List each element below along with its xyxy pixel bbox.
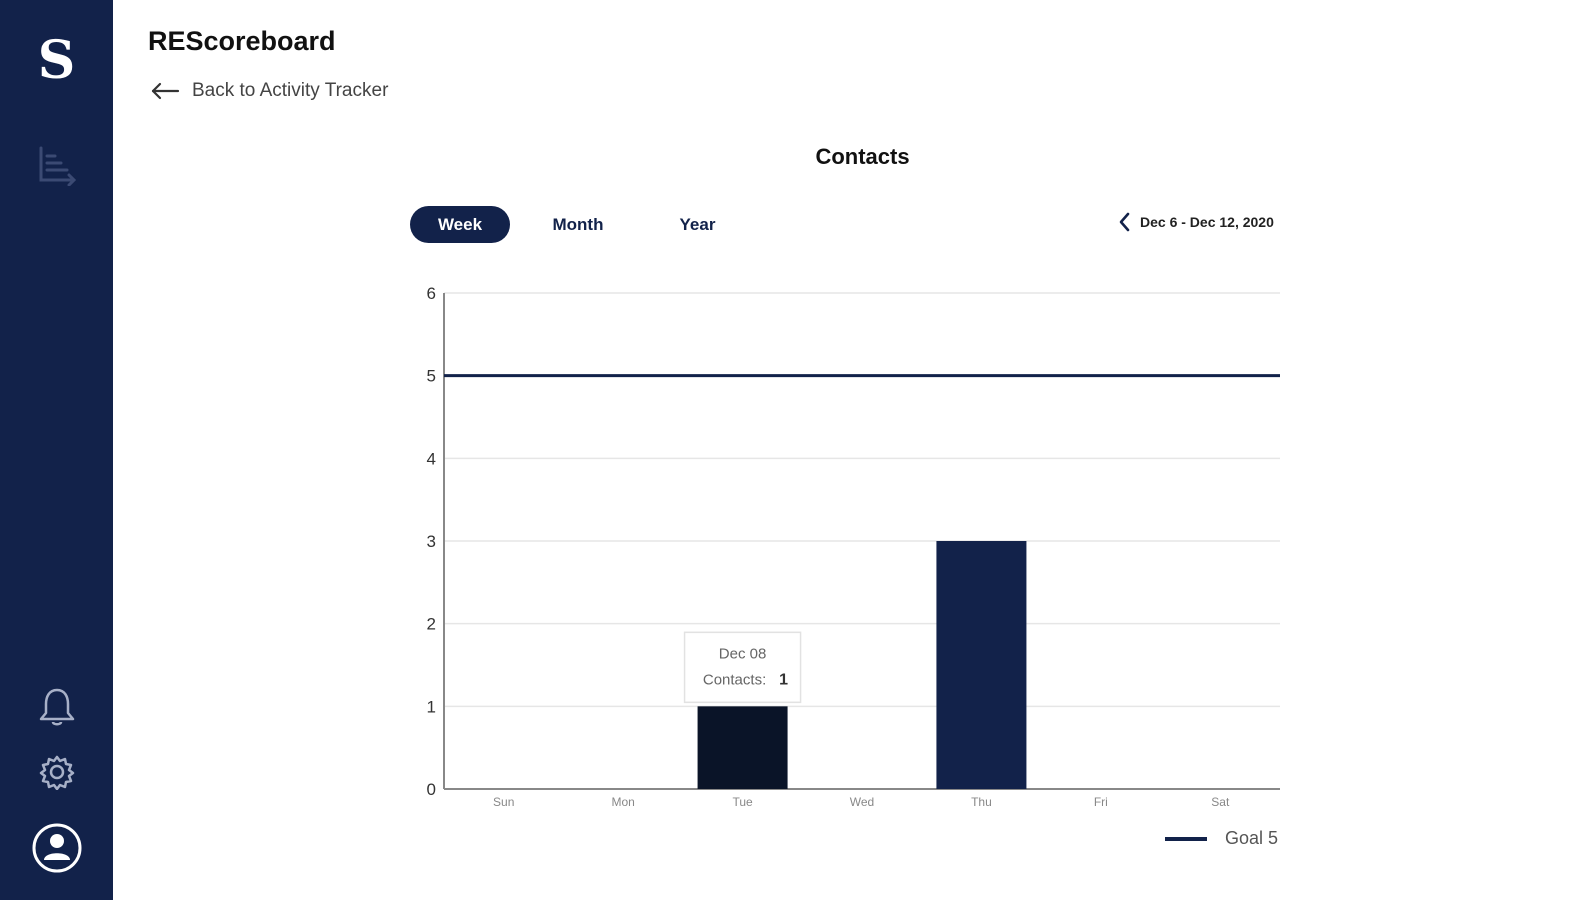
previous-week-button[interactable]	[1118, 212, 1130, 232]
tab-month[interactable]: Month	[552, 215, 604, 234]
tooltip-label: Contacts:	[703, 671, 766, 688]
y-tick-label: 6	[427, 284, 436, 303]
gear-icon	[39, 755, 74, 790]
y-tick-label: 0	[427, 780, 436, 799]
y-tick-label: 2	[427, 615, 436, 634]
tooltip-box	[683, 631, 802, 704]
chart-icon	[39, 146, 76, 186]
tooltip-value: 1	[779, 671, 788, 688]
y-tick-label: 1	[427, 697, 436, 716]
chevron-left-icon	[1119, 212, 1130, 232]
sidebar: S	[0, 0, 113, 900]
user-avatar-icon	[32, 823, 81, 873]
x-tick-label: Tue	[732, 795, 753, 809]
date-range-nav: Dec 6 - Dec 12, 2020	[1118, 212, 1274, 232]
tab-year[interactable]: Year	[679, 215, 716, 234]
tooltip-date: Dec 08	[719, 645, 767, 662]
bar-thu	[936, 541, 1027, 789]
legend-goal-swatch	[1165, 836, 1207, 841]
nav-chart-icon[interactable]	[0, 146, 113, 186]
x-tick-label: Thu	[971, 795, 992, 809]
x-tick-label: Sat	[1211, 795, 1230, 809]
chart-title: Contacts	[815, 144, 910, 169]
app-title: REScoreboard	[148, 26, 336, 56]
x-tick-label: Fri	[1094, 795, 1108, 809]
y-tick-label: 3	[427, 532, 436, 551]
chart-legend: Goal 5	[1165, 828, 1278, 849]
x-tick-label: Sun	[493, 795, 514, 809]
date-range-label: Dec 6 - Dec 12, 2020	[1140, 214, 1274, 230]
bar-tue	[697, 706, 788, 789]
arrow-left-icon	[151, 82, 180, 100]
y-tick-label: 4	[427, 449, 436, 468]
profile-button[interactable]	[0, 822, 113, 874]
tab-week[interactable]: Week	[410, 206, 510, 243]
app-logo[interactable]: S	[37, 30, 76, 91]
x-tick-label: Mon	[611, 795, 634, 809]
back-link-label: Back to Activity Tracker	[192, 80, 389, 101]
y-tick-label: 5	[427, 367, 436, 386]
bell-icon	[39, 688, 74, 726]
settings-button[interactable]	[0, 754, 113, 790]
legend-goal-label: Goal 5	[1225, 828, 1279, 848]
x-tick-label: Wed	[850, 795, 874, 809]
notifications-button[interactable]	[0, 686, 113, 728]
back-to-activity-tracker-link[interactable]: Back to Activity Tracker	[150, 80, 388, 102]
